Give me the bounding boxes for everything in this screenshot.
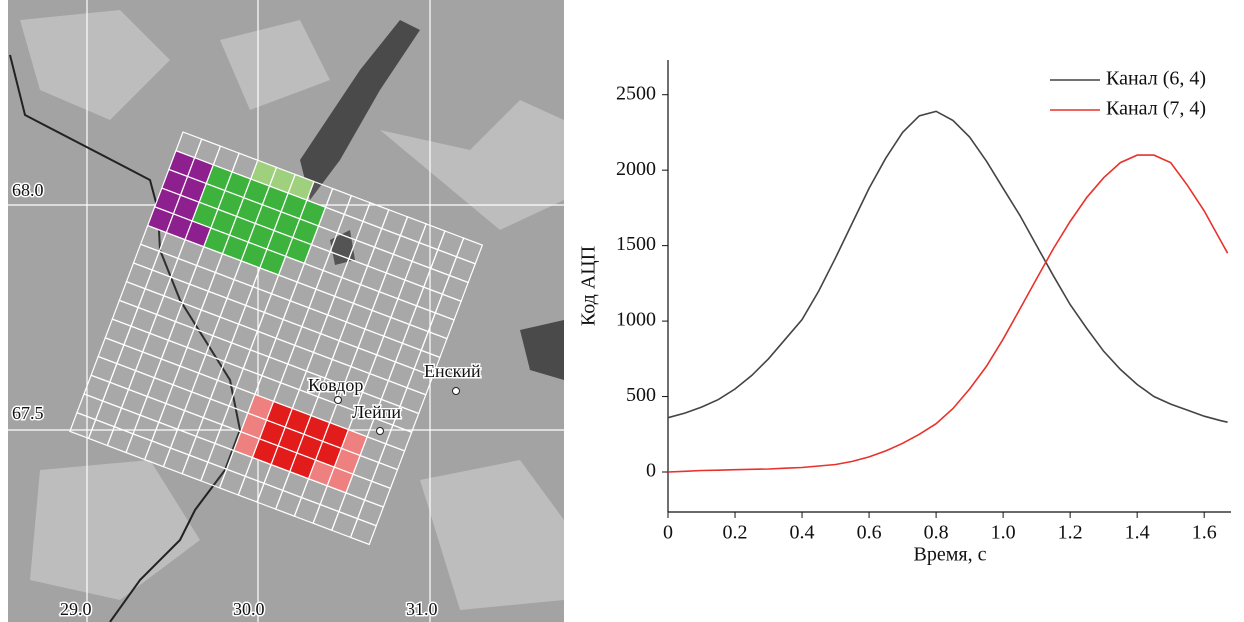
- line-series: [668, 155, 1228, 472]
- lat-label: 67.5: [12, 403, 44, 423]
- town-dot: [377, 428, 384, 435]
- y-tick-label: 2500: [616, 82, 656, 104]
- legend-label: Канал (6, 4): [1106, 68, 1206, 90]
- x-tick-label: 1.0: [991, 522, 1016, 544]
- town-label: Ковдор: [308, 375, 363, 395]
- x-tick-label: 1.4: [1125, 522, 1150, 544]
- x-axis-title: Время, с: [914, 544, 987, 566]
- lat-label: 68.0: [12, 180, 44, 200]
- lon-label: 30.0: [233, 599, 265, 619]
- lon-label: 29.0: [60, 599, 92, 619]
- y-tick-label: 1000: [616, 309, 656, 331]
- y-tick-label: 1500: [616, 233, 656, 255]
- x-tick-label: 0.8: [924, 522, 949, 544]
- y-tick-label: 2000: [616, 158, 656, 180]
- town-label: Енский: [424, 361, 481, 381]
- x-tick-label: 0.2: [723, 522, 748, 544]
- x-tick-label: 1.6: [1192, 522, 1217, 544]
- y-tick-label: 0: [646, 460, 656, 482]
- town-dot: [335, 397, 342, 404]
- figure: Ковдор Лейпи Енский 68.0 67.5 29.0 30.0 …: [0, 0, 1244, 622]
- y-tick-label: 500: [626, 384, 656, 406]
- x-tick-label: 0.6: [857, 522, 882, 544]
- town-label: Лейпи: [352, 402, 401, 422]
- map: Ковдор Лейпи Енский 68.0 67.5 29.0 30.0 …: [8, 0, 564, 622]
- line-series: [668, 111, 1228, 422]
- x-tick-label: 1.2: [1058, 522, 1083, 544]
- x-tick-label: 0: [663, 522, 673, 544]
- lon-label: 31.0: [406, 599, 438, 619]
- x-tick-label: 0.4: [790, 522, 815, 544]
- town-dot: [453, 388, 460, 395]
- page: Ковдор Лейпи Енский 68.0 67.5 29.0 30.0 …: [0, 0, 1244, 622]
- legend-label: Канал (7, 4): [1106, 98, 1206, 120]
- y-axis-title: Код АЦП: [578, 246, 600, 326]
